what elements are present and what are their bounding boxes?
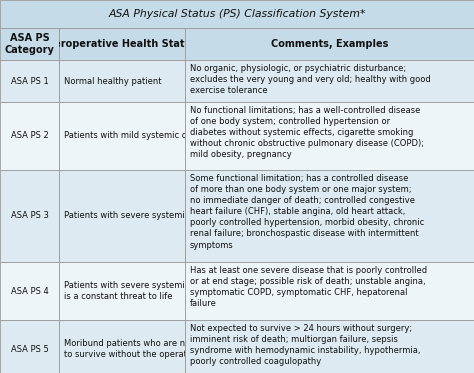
Bar [0, 170, 59, 262]
Bar [185, 170, 474, 262]
Bar [59, 28, 185, 60]
Bar [185, 102, 474, 170]
Text: Some functional limitation; has a controlled disease
of more than one body syste: Some functional limitation; has a contro… [190, 174, 424, 250]
Bar [0, 320, 59, 373]
Bar [185, 262, 474, 320]
Text: Has at least one severe disease that is poorly controlled
or at end stage; possi: Has at least one severe disease that is … [190, 266, 427, 308]
Text: ASA Physical Status (PS) Classification System*: ASA Physical Status (PS) Classification … [108, 9, 366, 19]
Text: ASA PS 5: ASA PS 5 [11, 345, 48, 354]
Bar [59, 102, 185, 170]
Bar [0, 60, 59, 102]
Bar [185, 320, 474, 373]
Bar [59, 262, 185, 320]
Text: ASA PS 2: ASA PS 2 [11, 132, 48, 141]
Bar [0, 102, 59, 170]
Bar [59, 320, 185, 373]
Text: ASA PS 1: ASA PS 1 [11, 76, 48, 85]
Text: Patients with severe systemic disease: Patients with severe systemic disease [64, 211, 224, 220]
Text: ASA PS 3: ASA PS 3 [11, 211, 48, 220]
Text: Normal healthy patient: Normal healthy patient [64, 76, 162, 85]
Text: Patients with severe systemic disease that
is a constant threat to life: Patients with severe systemic disease th… [64, 281, 244, 301]
Bar [0, 262, 59, 320]
Text: No organic, physiologic, or psychiatric disturbance;
excludes the very young and: No organic, physiologic, or psychiatric … [190, 64, 430, 95]
Bar [0, 0, 474, 28]
Text: Peroperative Health Status: Peroperative Health Status [47, 39, 197, 49]
Bar [59, 60, 185, 102]
Text: Moribund patients who are not expected
to survive without the operation: Moribund patients who are not expected t… [64, 339, 236, 359]
Text: ASA PS 4: ASA PS 4 [11, 286, 48, 295]
Text: No functional limitations; has a well-controlled disease
of one body system; con: No functional limitations; has a well-co… [190, 106, 424, 159]
Bar [185, 60, 474, 102]
Bar [185, 28, 474, 60]
Bar [59, 170, 185, 262]
Text: Not expected to survive > 24 hours without surgery;
imminent risk of death; mult: Not expected to survive > 24 hours witho… [190, 324, 420, 366]
Bar [0, 28, 59, 60]
Text: ASA PS
Category: ASA PS Category [5, 33, 55, 55]
Text: Patients with mild systemic disease: Patients with mild systemic disease [64, 132, 214, 141]
Text: Comments, Examples: Comments, Examples [271, 39, 388, 49]
